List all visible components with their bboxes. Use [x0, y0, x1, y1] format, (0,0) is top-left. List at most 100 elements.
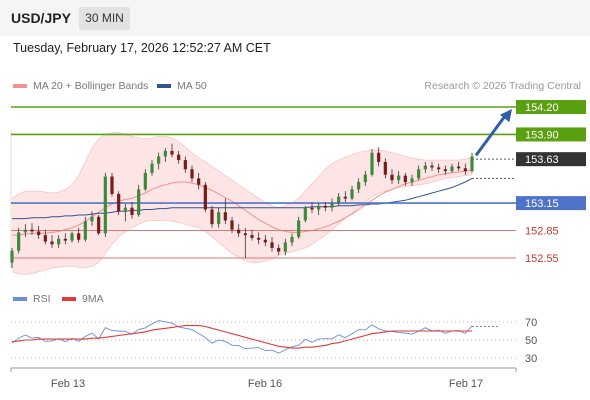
level-label-152.85: 152.85: [525, 226, 559, 238]
level-tag-154.20: [516, 100, 586, 114]
candle-body: [350, 189, 354, 199]
candle-body: [130, 207, 134, 215]
legend-rsi-label: RSI: [33, 293, 51, 305]
candle-body: [330, 203, 334, 208]
candle-body: [317, 205, 321, 210]
candle-body: [17, 232, 21, 251]
candle-body: [177, 154, 181, 161]
candle-body: [123, 207, 127, 212]
candle-body: [243, 233, 247, 236]
candle-body: [250, 235, 254, 238]
x-tick-label-feb-16: Feb 16: [248, 378, 282, 390]
candle-body: [343, 196, 347, 199]
symbol-label: USD/JPY: [11, 10, 71, 26]
candle-body: [90, 216, 94, 222]
level-label-154.20: 154.20: [525, 102, 559, 114]
forecast-arrow-line: [474, 115, 507, 157]
candle-body: [30, 229, 34, 232]
candle-body: [337, 196, 341, 204]
legend-ma20: MA 20 + Bollinger Bands: [13, 80, 148, 92]
last-price-label: 153.63: [525, 154, 559, 166]
candle-body: [457, 166, 461, 169]
candle-body: [363, 174, 367, 183]
legend-rsi-swatch: [13, 297, 27, 301]
candle-body: [237, 229, 241, 234]
candle-body: [37, 231, 41, 236]
candle-body: [170, 150, 174, 155]
legend-9ma-label: 9MA: [82, 293, 104, 305]
rsi-tick-label-30: 30: [525, 353, 537, 365]
candle-body: [417, 169, 421, 179]
legend-ma20-swatch: [13, 84, 27, 88]
candle-body: [303, 207, 307, 221]
candle-body: [223, 212, 227, 221]
level-label-152.55: 152.55: [525, 253, 559, 265]
candle-body: [230, 220, 234, 230]
rsi-tick-label-70: 70: [525, 317, 537, 329]
candle-body: [10, 250, 14, 263]
candle-body: [277, 247, 281, 252]
x-tick-label-feb-17: Feb 17: [449, 378, 483, 390]
candle-body: [190, 169, 194, 179]
chart-datetime: Tuesday, February 17, 2026 12:52:27 AM C…: [13, 41, 271, 55]
rsi-tick-label-50: 50: [525, 335, 537, 347]
candle-body: [203, 184, 207, 210]
candle-body: [210, 209, 214, 225]
candle-body: [270, 242, 274, 248]
candle-body: [357, 182, 361, 190]
level-tag-153.15: [516, 196, 586, 211]
candle-body: [397, 175, 401, 181]
candle-body: [290, 236, 294, 243]
legend-ma50-swatch: [157, 84, 171, 88]
candle-body: [197, 178, 201, 185]
candle-body: [183, 160, 187, 170]
candle-body: [77, 233, 81, 240]
candle-body: [137, 189, 141, 215]
candle-body: [97, 216, 101, 234]
candle-body: [450, 166, 454, 172]
legend-9ma-swatch: [62, 297, 76, 301]
candle-body: [150, 163, 154, 173]
legend-rsi: RSI: [13, 293, 51, 305]
legend-9ma: 9MA: [62, 293, 104, 305]
last-price-tag: [516, 152, 586, 167]
candle-body: [117, 193, 121, 212]
candle-body: [57, 238, 61, 245]
candle-body: [437, 167, 441, 170]
candle-body: [257, 237, 261, 240]
candle-body: [83, 221, 87, 240]
candle-body: [323, 205, 327, 208]
candle-body: [423, 165, 427, 170]
candle-body: [390, 174, 394, 181]
level-label-153.15: 153.15: [525, 198, 559, 210]
candle-body: [163, 150, 167, 157]
level-label-153.90: 153.90: [525, 129, 559, 141]
candle-body: [157, 156, 161, 164]
candle-body: [143, 172, 147, 190]
candle-body: [110, 176, 114, 194]
candle-body: [70, 233, 74, 241]
chart-header: USD/JPY 30 MIN: [0, 0, 590, 36]
candle-body: [103, 176, 107, 234]
rsi-9ma-line: [11, 325, 472, 349]
candle-body: [403, 175, 407, 183]
candle-body: [263, 239, 267, 243]
forecast-arrow-head: [499, 109, 512, 123]
candle-body: [23, 229, 27, 233]
candle-body: [217, 212, 221, 225]
candle-body: [43, 235, 47, 242]
candle-body: [297, 220, 301, 237]
candle-body: [370, 152, 374, 175]
candle-body: [310, 207, 314, 210]
rsi-line: [11, 320, 473, 354]
candle-body: [410, 178, 414, 183]
candle-body: [50, 241, 54, 245]
bollinger-upper-line: [11, 132, 473, 209]
candle-body: [430, 165, 434, 168]
x-tick-label-feb-13: Feb 13: [51, 378, 85, 390]
level-tag-153.90: [516, 127, 586, 142]
candle-body: [443, 169, 447, 172]
legend-ma50-label: MA 50: [177, 80, 207, 92]
timeframe-button[interactable]: 30 MIN: [79, 7, 130, 30]
